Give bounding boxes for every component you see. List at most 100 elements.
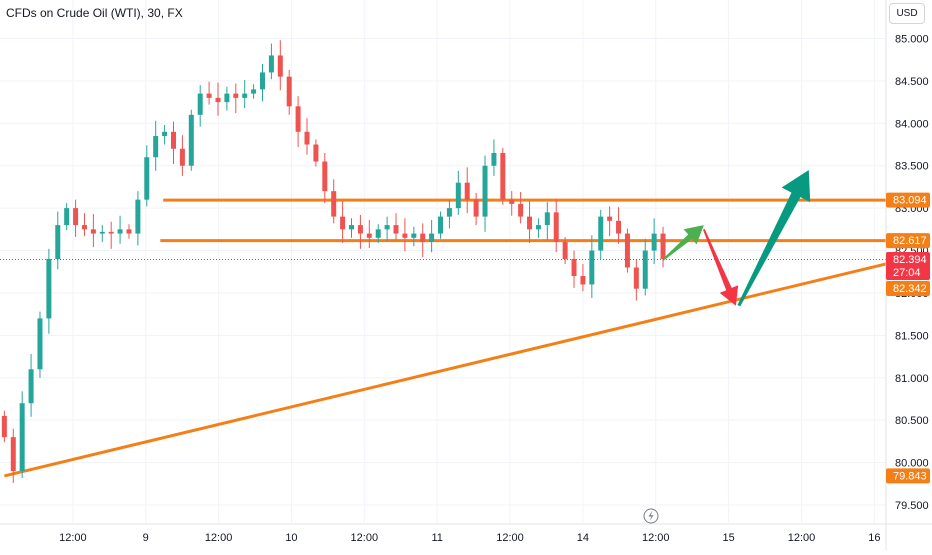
x-tick-label: 11 (431, 532, 442, 544)
candle-body (482, 165, 488, 217)
candle-body (429, 233, 435, 243)
arrow-down-icon[interactable] (703, 229, 739, 306)
candle-body (384, 225, 390, 230)
candle-body (562, 242, 568, 260)
candle-body (215, 97, 221, 103)
price-axis[interactable]: 85.00084.50084.00083.50083.00082.50082.0… (885, 0, 929, 550)
candle-body (580, 275, 586, 285)
candle-body (55, 225, 61, 260)
candle-body (99, 231, 105, 234)
candle-body (313, 144, 319, 162)
x-tick-label: 15 (722, 532, 734, 544)
y-tick-label: 81.500 (895, 330, 929, 342)
candle-body (598, 216, 604, 251)
price-label-box (886, 468, 930, 484)
price-label-text: 82.394 (893, 254, 927, 266)
candle-body (446, 208, 452, 217)
candle-body (491, 152, 497, 166)
candlesticks (1, 40, 666, 483)
candle-body (402, 233, 408, 238)
candle-body (366, 233, 372, 238)
y-tick-label: 82.500 (895, 246, 929, 258)
candle-body (37, 318, 43, 370)
price-label-text: 79.843 (893, 470, 927, 482)
horizontal-levels[interactable] (160, 198, 886, 243)
candle-body (304, 131, 310, 145)
candle-body (375, 229, 381, 238)
candle-body (393, 225, 399, 234)
x-tick-label: 16 (868, 532, 880, 544)
candle-body (242, 93, 248, 98)
trendline[interactable] (4, 262, 887, 478)
candle-body (90, 229, 96, 234)
candle-body (420, 233, 426, 243)
candle-body (571, 259, 577, 276)
candle-body (331, 191, 337, 217)
candle-body (179, 148, 185, 166)
currency-button[interactable]: USD (889, 3, 925, 24)
price-label-text: 82.617 (893, 235, 927, 247)
candle-body (73, 208, 79, 226)
flash-icon[interactable] (643, 508, 659, 524)
candle-body (518, 203, 524, 217)
candle-body (153, 136, 159, 158)
candle-body (135, 199, 141, 234)
candle-body (144, 157, 150, 200)
x-tick-label: 10 (285, 532, 297, 544)
x-tick-label: 12:00 (351, 532, 379, 544)
candle-body (46, 259, 52, 319)
trendline-layer[interactable] (4, 262, 887, 478)
candle-body (224, 93, 230, 103)
candle-body (349, 225, 355, 230)
candle-body (277, 55, 283, 77)
price-label-box (886, 252, 930, 281)
grid-lines (0, 0, 886, 523)
x-tick-label: 12:00 (205, 532, 233, 544)
candle-body (10, 437, 16, 472)
candle-body (197, 93, 203, 115)
candle-body (660, 233, 666, 260)
candle-body (108, 231, 114, 234)
candle-body (19, 403, 25, 472)
candle-body (1, 415, 7, 438)
candle-body (233, 93, 239, 98)
x-tick-label: 14 (577, 532, 589, 544)
candle-body (81, 225, 87, 230)
x-tick-label: 12:00 (59, 532, 87, 544)
candle-body (268, 55, 274, 73)
candle-body (527, 216, 533, 230)
price-label-text: 83.094 (893, 195, 927, 207)
candle-body (651, 233, 657, 251)
symbol-title[interactable]: CFDs on Crude Oil (WTI), 30, FX (6, 6, 183, 20)
candle-body (642, 250, 648, 289)
candle-body (544, 212, 550, 226)
x-tick-label: 12:00 (642, 532, 670, 544)
arrow-up-icon[interactable] (737, 170, 811, 307)
candle-body (117, 229, 123, 234)
candle-body (259, 72, 265, 90)
time-axis[interactable]: 12:00 9 12:00 10 12:00 11 12:00 14 12:00 15 12:00 1… (0, 523, 932, 544)
y-tick-label: 85.000 (895, 33, 929, 45)
candle-body (553, 212, 559, 243)
arrow-up-icon[interactable] (662, 225, 704, 261)
candle-body (464, 182, 470, 200)
candle-body (624, 233, 630, 268)
candle-body (295, 106, 301, 132)
candle-body (411, 233, 417, 238)
y-tick-label: 80.000 (895, 458, 929, 470)
candle-body (616, 220, 622, 234)
y-tick-label: 83.500 (895, 161, 929, 173)
y-tick-label: 81.000 (895, 373, 929, 385)
x-tick-label: 9 (143, 532, 149, 544)
candle-body (357, 225, 363, 234)
price-label-text: 82.342 (893, 283, 927, 295)
x-tick-label: 12:00 (788, 532, 816, 544)
candle-body (126, 229, 132, 234)
projection-arrows[interactable] (662, 170, 811, 307)
candle-body (438, 216, 444, 234)
price-label-box (886, 192, 930, 208)
candle-body (589, 250, 595, 285)
